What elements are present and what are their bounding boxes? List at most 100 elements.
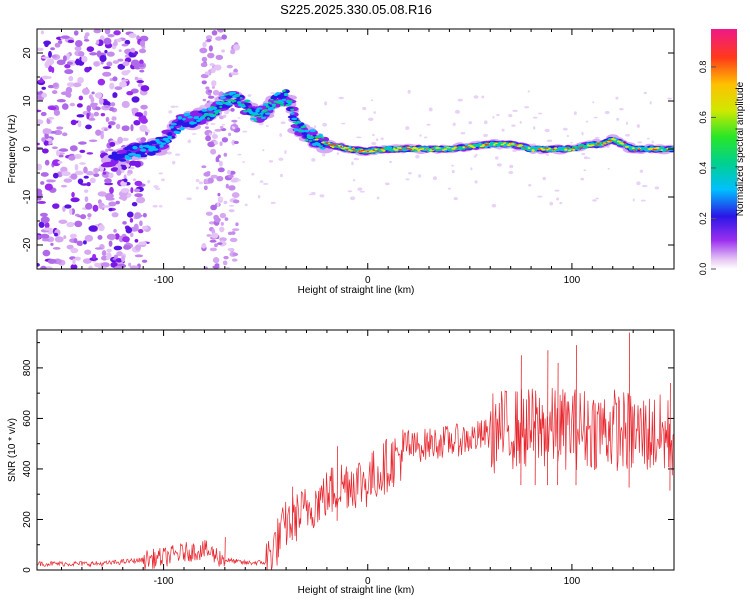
heatmap-noise-blob — [207, 141, 216, 148]
heatmap-noise-blob — [233, 199, 240, 204]
heatmap-noise-blob — [74, 220, 83, 228]
heatmap-ridge-cell — [225, 102, 233, 106]
heatmap-noise-blob — [80, 183, 89, 186]
heatmap-noise-blob — [121, 70, 130, 76]
heatmap-noise-blob — [104, 29, 111, 35]
heatmap-speckle — [474, 180, 478, 184]
heatmap-ridge-cell — [464, 145, 467, 148]
heatmap-ridge-cell — [374, 148, 378, 151]
heatmap-noise-blob — [210, 174, 218, 179]
heatmap-noise-blob — [104, 193, 114, 199]
heatmap-noise-blob — [105, 197, 115, 201]
heatmap-ridge-cell — [394, 148, 399, 151]
heatmap-speckle — [646, 137, 650, 140]
heatmap-speckle — [341, 122, 346, 125]
heatmap-noise-blob — [134, 254, 144, 258]
heatmap-speckle — [336, 152, 339, 155]
heatmap-noise-blob — [134, 238, 139, 243]
colorbar-tick-label: 0.0 — [698, 263, 708, 276]
heatmap-ridge-cell — [160, 142, 167, 145]
heatmap-ridge-cell — [360, 149, 363, 152]
heatmap-ridge-cell — [333, 144, 337, 146]
heatmap-speckle — [545, 153, 550, 156]
heatmap-noise-blob — [230, 72, 239, 76]
heatmap-noise-blob — [117, 58, 124, 62]
heatmap-speckle — [451, 169, 455, 174]
heatmap-noise-blob — [118, 195, 128, 200]
heatmap-noise-blob — [230, 179, 239, 183]
heatmap-speckle — [512, 109, 518, 113]
heatmap-ridge-cell — [222, 102, 227, 105]
heatmap-ridge-cell — [152, 148, 159, 151]
heatmap-noise-blob — [210, 148, 217, 155]
heatmap-noise-blob — [101, 266, 107, 269]
heatmap-noise-blob — [108, 207, 113, 212]
heatmap-noise-blob — [37, 196, 42, 201]
heatmap-noise-blob — [225, 183, 229, 189]
heatmap-speckle — [251, 172, 255, 176]
heatmap-ridge-cell — [537, 148, 541, 150]
heatmap-noise-blob — [123, 178, 128, 183]
heatmap-speckle — [352, 179, 356, 182]
heatmap-noise-blob — [52, 203, 60, 209]
heatmap-noise-blob — [130, 47, 136, 53]
heatmap-ridge-cell — [245, 99, 250, 103]
heatmap-noise-blob — [130, 59, 140, 67]
spectrogram-xtick-label--100: -100 — [154, 275, 174, 286]
heatmap-ridge-cell — [256, 107, 263, 110]
heatmap-noise-blob — [201, 56, 208, 62]
heatmap-speckle — [542, 176, 546, 181]
heatmap-noise-blob — [74, 46, 82, 52]
heatmap-noise-blob — [102, 66, 111, 70]
heatmap-noise-blob — [131, 96, 140, 103]
heatmap-speckle — [554, 189, 560, 192]
heatmap-noise-blob — [37, 47, 44, 52]
heatmap-noise-blob — [103, 37, 112, 45]
heatmap-noise-blob — [130, 124, 134, 132]
heatmap-noise-blob — [199, 47, 208, 54]
snr-ylabel: SNR (10 * v/v) — [7, 418, 18, 482]
heatmap-noise-blob — [140, 118, 148, 124]
heatmap-noise-blob — [220, 221, 224, 226]
snr-peak-spike — [628, 332, 630, 488]
heatmap-ridge-cell — [243, 102, 252, 106]
heatmap-ridge-cell — [268, 106, 276, 110]
heatmap-speckle — [559, 201, 563, 205]
heatmap-ridge-cell — [572, 148, 576, 151]
heatmap-noise-blob — [52, 159, 61, 167]
heatmap-speckle — [247, 94, 252, 97]
heatmap-ridge-cell — [518, 144, 523, 147]
heatmap-noise-blob — [53, 129, 63, 136]
heatmap-ridge-cell — [219, 96, 227, 100]
heatmap-speckle — [244, 203, 248, 207]
heatmap-ridge-cell — [399, 147, 402, 150]
heatmap-ridge-cell — [269, 98, 274, 101]
heatmap-ridge-cell — [628, 148, 634, 151]
heatmap-noise-blob — [74, 39, 83, 48]
heatmap-ridge-cell — [146, 151, 156, 156]
colorbar-tick-label: 0.8 — [698, 61, 708, 74]
heatmap-ridge-cell — [595, 144, 598, 147]
heatmap-noise-blob — [98, 202, 104, 210]
heatmap-noise-blob — [70, 197, 80, 203]
heatmap-noise-blob — [228, 185, 236, 191]
heatmap-speckle — [373, 111, 376, 114]
heatmap-noise-blob — [102, 100, 111, 106]
heatmap-noise-blob — [102, 171, 107, 175]
heatmap-noise-blob — [40, 172, 49, 177]
heatmap-noise-blob — [231, 192, 240, 198]
heatmap-speckle — [284, 150, 287, 155]
heatmap-speckle — [161, 178, 165, 182]
heatmap-speckle — [651, 140, 654, 144]
heatmap-noise-blob — [89, 177, 96, 184]
heatmap-ridge-cell — [500, 143, 505, 146]
heatmap-noise-blob — [135, 244, 142, 251]
heatmap-ridge-cell — [353, 150, 358, 152]
heatmap-ridge-cell — [654, 148, 658, 151]
heatmap-noise-blob — [47, 117, 55, 120]
heatmap-noise-blob — [37, 234, 41, 240]
heatmap-noise-blob — [113, 245, 123, 251]
heatmap-noise-blob — [228, 132, 232, 137]
heatmap-noise-blob — [126, 211, 134, 218]
heatmap-noise-blob — [100, 132, 104, 140]
